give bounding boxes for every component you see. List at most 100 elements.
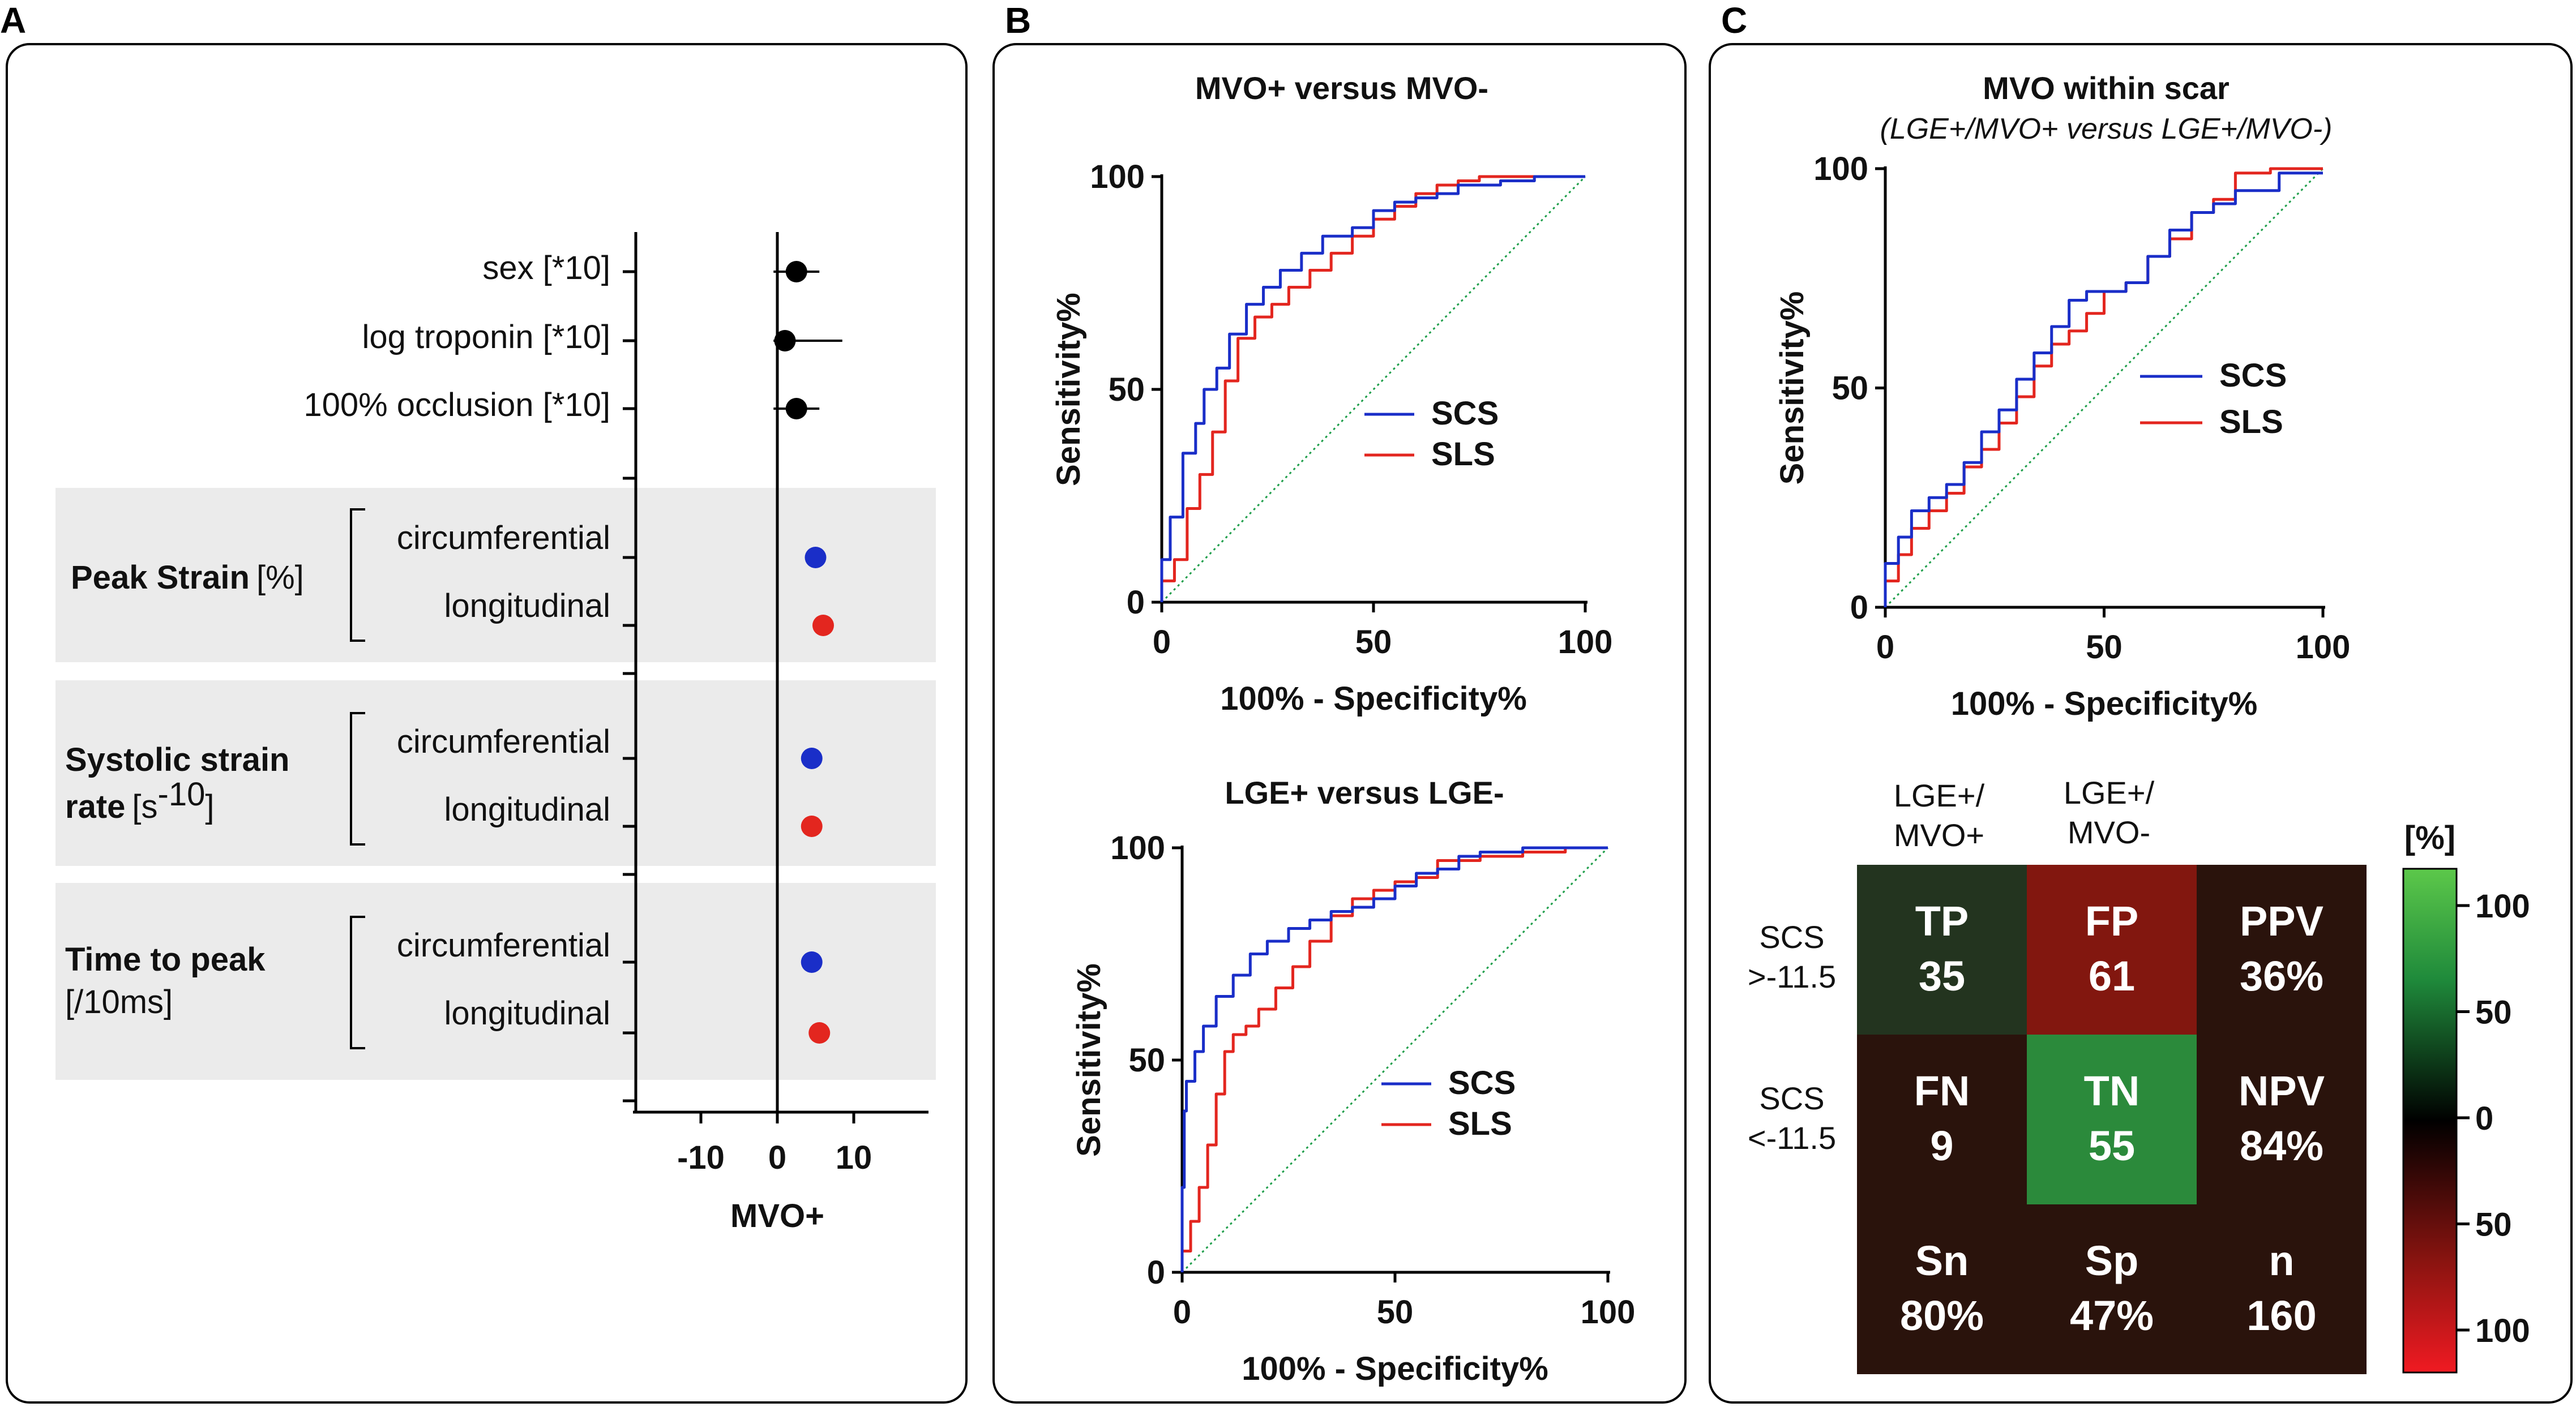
roc-legend-label: SLS xyxy=(1448,1105,1512,1142)
row-label-ttp-long: longitudinal xyxy=(444,995,610,1032)
matrix-cell xyxy=(2197,865,2367,1035)
panel-letter-b: B xyxy=(1005,0,1031,41)
matrix-cell-label: NPV xyxy=(2239,1067,2325,1114)
forest-point xyxy=(785,398,807,419)
roc-x-label: 100% - Specificity% xyxy=(1242,1350,1548,1387)
roc-b-bottom-title: LGE+ versus LGE- xyxy=(1225,775,1504,810)
group-unit-time-to-peak: [/10ms] xyxy=(65,984,173,1020)
roc-y-tick-label: 50 xyxy=(1832,370,1868,407)
colorbar-tick-label: 0 xyxy=(2475,1100,2493,1137)
forest-x-ticks: -10 0 10 xyxy=(677,1112,872,1176)
matrix-cell-label: TN xyxy=(2084,1067,2140,1114)
matrix-cell-label: FP xyxy=(2085,898,2139,945)
group-title-strain-rate-line2: rate [s-10] xyxy=(65,776,214,825)
roc-curve-scs xyxy=(1180,846,1608,1272)
forest-point xyxy=(808,1022,831,1044)
forest-plot: sex [*10] log troponin [*10] 100% occlus… xyxy=(55,232,936,1234)
roc-x-tick-label: 50 xyxy=(1355,624,1392,660)
matrix-cell xyxy=(2197,1204,2367,1374)
matrix-cell-label: PPV xyxy=(2240,898,2323,945)
forest-point xyxy=(812,615,834,636)
roc-legend-label: SCS xyxy=(2219,357,2287,394)
roc-x-tick-label: 50 xyxy=(2086,629,2123,666)
roc-legend-label: SCS xyxy=(1431,395,1499,432)
forest-point xyxy=(801,748,823,769)
row-label-peak-circ: circumferential xyxy=(397,520,610,556)
matrix-cell xyxy=(2027,1204,2197,1374)
roc-y-tick-label: 100 xyxy=(1090,158,1145,195)
group-title-strain-rate: Systolic strain xyxy=(65,741,289,778)
row-label-log-troponin: log troponin [*10] xyxy=(362,319,610,355)
group-title-peak-strain: Peak Strain [%] xyxy=(71,559,304,596)
roc-y-label: Sensitivity% xyxy=(1071,963,1107,1157)
col-header-1-line2: MVO+ xyxy=(1894,817,1984,853)
roc-curve-sls xyxy=(1180,846,1608,1272)
roc-y-tick-label: 100 xyxy=(1110,830,1165,866)
colorbar-tick-label: 100 xyxy=(2475,888,2530,925)
forest-point xyxy=(805,547,827,568)
matrix-cell xyxy=(2197,1035,2367,1204)
matrix-cell xyxy=(2027,1035,2197,1204)
colorbar-title: [%] xyxy=(2404,820,2455,856)
row-header-2-line1: SCS xyxy=(1759,1080,1824,1116)
roc-curve-scs xyxy=(1160,175,1585,602)
matrix-cell xyxy=(2027,865,2197,1035)
group-title-time-to-peak: Time to peak xyxy=(65,941,266,978)
col-header-2-line2: MVO- xyxy=(2068,814,2150,850)
roc-curve-scs xyxy=(1884,171,2323,607)
row-header-2-line2: <-11.5 xyxy=(1748,1120,1836,1156)
forest-x-tick-label: 0 xyxy=(768,1139,786,1176)
roc-y-tick-label: 0 xyxy=(1850,589,1868,626)
matrix-cell-value: 35 xyxy=(1919,953,1965,1000)
col-header-1-line1: LGE+/ xyxy=(1894,778,1985,813)
matrix-cell-value: 160 xyxy=(2246,1292,2316,1339)
roc-x-tick-label: 0 xyxy=(1153,624,1171,660)
matrix-cell-value: 80% xyxy=(1900,1292,1984,1339)
roc-legend-label: SLS xyxy=(1431,436,1495,473)
roc-y-tick-label: 0 xyxy=(1127,584,1145,621)
matrix-cell-label: Sn xyxy=(1915,1237,1969,1284)
roc-y-tick-label: 0 xyxy=(1147,1254,1165,1291)
row-label-rate-circ: circumferential xyxy=(397,723,610,760)
roc-b-top: 00 50 50 100 100 100% - Specificity% Sensitivi… xyxy=(1050,158,1612,717)
colorbar xyxy=(2402,868,2458,1374)
forest-point xyxy=(801,816,823,837)
row-label-sex: sex [*10] xyxy=(482,250,610,286)
roc-x-tick-label: 0 xyxy=(1173,1294,1191,1331)
roc-c-title: MVO within scar xyxy=(1983,70,2230,106)
roc-x-label: 100% - Specificity% xyxy=(1220,680,1527,717)
roc-c-subtitle: (LGE+/MVO+ versus LGE+/MVO-) xyxy=(1880,113,2333,145)
panel-b-frame xyxy=(992,43,1687,1404)
row-header-1-line1: SCS xyxy=(1759,919,1824,955)
row-label-ttp-circ: circumferential xyxy=(397,927,610,964)
bracket-strain-rate xyxy=(350,712,365,846)
roc-curve-sls xyxy=(1160,175,1585,602)
colorbar-tick-label: 50 xyxy=(2475,1207,2512,1243)
roc-x-tick-label: 100 xyxy=(2296,629,2351,666)
bracket-time-to-peak xyxy=(350,916,365,1049)
matrix-cell-value: 55 xyxy=(2089,1122,2135,1169)
matrix-cell xyxy=(1857,1035,2027,1204)
matrix-cell xyxy=(1857,1204,2027,1374)
roc-y-tick-label: 100 xyxy=(1813,151,1868,187)
bracket-peak-strain xyxy=(350,508,365,642)
group-bg-time-to-peak xyxy=(55,883,936,1080)
group-bg-peak-strain xyxy=(55,488,936,662)
matrix-cell-value: 61 xyxy=(2089,953,2135,1000)
col-header-2-line1: LGE+/ xyxy=(2064,775,2155,810)
colorbar-tick-label: 50 xyxy=(2475,994,2512,1031)
forest-point xyxy=(785,261,807,282)
matrix-cell-value: 47% xyxy=(2070,1292,2154,1339)
panel-letter-a: A xyxy=(0,0,26,41)
row-label-occlusion: 100% occlusion [*10] xyxy=(303,387,610,423)
matrix-cell-label: n xyxy=(2269,1237,2294,1284)
forest-x-label: MVO+ xyxy=(730,1198,824,1234)
roc-y-label: Sensitivity% xyxy=(1050,293,1087,486)
matrix-cell-label: FN xyxy=(1914,1067,1970,1114)
roc-diagonal xyxy=(1181,847,1609,1273)
roc-x-tick-label: 100 xyxy=(1581,1294,1636,1331)
roc-b-bottom: 00 50 50 100 100 100% - Specificity% Sensitivi… xyxy=(1071,830,1635,1387)
colorbar-tick-label: 100 xyxy=(2475,1312,2530,1349)
matrix-cell-value: 9 xyxy=(1930,1122,1953,1169)
roc-legend-label: SCS xyxy=(1448,1065,1516,1101)
